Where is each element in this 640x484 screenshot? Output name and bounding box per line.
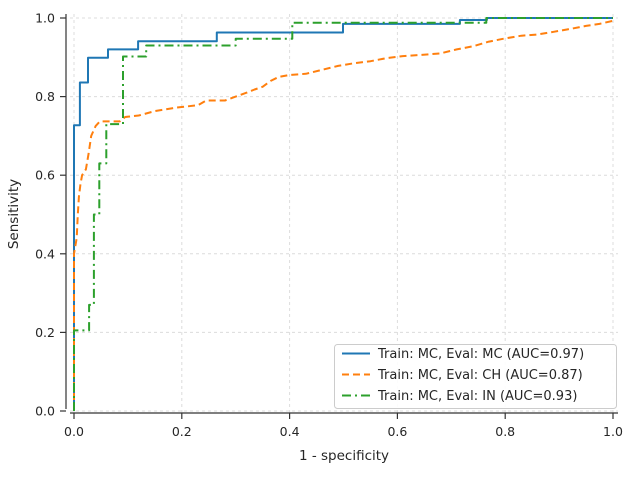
legend-label-mc: Train: MC, Eval: MC (AUC=0.97): [377, 347, 584, 362]
x-tick-label: 0.2: [172, 424, 192, 439]
x-tick-label: 0.4: [280, 424, 300, 439]
x-tick-label: 0.8: [495, 424, 515, 439]
roc-curve-train-mc-eval-in: [73, 17, 613, 411]
y-tick-label: 0.6: [35, 168, 55, 183]
axes-spines: [65, 14, 618, 414]
roc-curve-train-mc-eval-ch: [73, 19, 614, 411]
x-axis-label: 1 - specificity: [299, 448, 389, 464]
x-tick-label: 0.6: [387, 424, 407, 439]
x-tick-label: 1.0: [603, 424, 623, 439]
legend-label-in: Train: MC, Eval: IN (AUC=0.93): [377, 389, 577, 404]
y-tick-label: 1.0: [35, 11, 55, 26]
roc-curve-train-mc-eval-mc: [73, 17, 613, 411]
x-tick-label: 0.0: [64, 424, 84, 439]
y-tick-label: 0.8: [35, 89, 55, 104]
curves: [73, 17, 614, 411]
y-tick-label: 0.2: [35, 325, 55, 340]
legend-label-ch: Train: MC, Eval: CH (AUC=0.87): [377, 368, 583, 383]
y-ticks: 0.0 0.2 0.4 0.6 0.8 1.0: [35, 11, 66, 419]
legend: Train: MC, Eval: MC (AUC=0.97) Train: MC…: [334, 344, 617, 409]
x-ticks: 0.0 0.2 0.4 0.6 0.8 1.0: [64, 413, 623, 439]
y-axis-label: Sensitivity: [6, 179, 22, 249]
legend-box: [334, 344, 617, 409]
y-tick-label: 0.4: [35, 246, 55, 261]
y-tick-label: 0.0: [35, 404, 55, 419]
